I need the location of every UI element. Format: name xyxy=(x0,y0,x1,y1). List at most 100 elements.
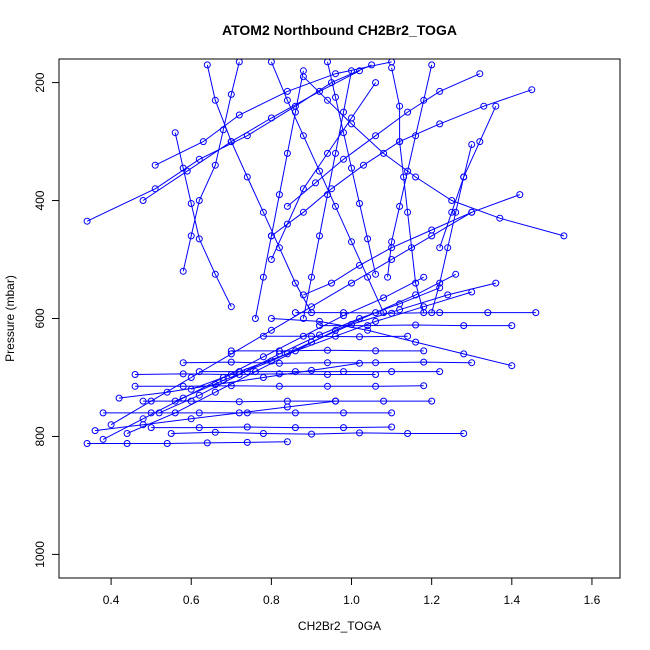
data-point xyxy=(291,108,299,116)
data-point xyxy=(308,332,315,340)
x-tick-label: 1.0 xyxy=(343,593,360,607)
data-point xyxy=(412,338,420,346)
data-point xyxy=(275,370,283,378)
data-point xyxy=(356,67,363,75)
series-line xyxy=(182,61,240,272)
data-point xyxy=(380,397,388,405)
data-point xyxy=(283,149,291,157)
series-39 xyxy=(115,359,363,402)
data-point xyxy=(107,421,115,429)
data-point xyxy=(372,359,380,367)
data-point xyxy=(195,409,203,417)
data-point xyxy=(291,279,299,287)
data-point xyxy=(332,70,339,78)
data-point xyxy=(388,368,396,376)
series-23 xyxy=(316,321,516,330)
data-point xyxy=(227,303,235,311)
data-point xyxy=(436,244,444,252)
data-point xyxy=(267,315,275,322)
data-point xyxy=(275,382,283,390)
data-point xyxy=(235,59,243,66)
series-6 xyxy=(283,70,484,210)
data-point xyxy=(436,87,444,95)
series-3 xyxy=(299,73,568,240)
data-point xyxy=(324,59,331,66)
data-point xyxy=(340,155,347,163)
data-point xyxy=(468,141,476,148)
data-point xyxy=(372,317,380,325)
data-point xyxy=(243,409,251,417)
data-point xyxy=(227,90,235,98)
series-line xyxy=(263,335,408,338)
series-27 xyxy=(324,59,380,278)
data-point xyxy=(324,96,331,104)
series-13 xyxy=(167,428,468,438)
data-point xyxy=(412,132,420,140)
data-point xyxy=(372,382,380,390)
data-point xyxy=(444,244,452,252)
data-point xyxy=(227,138,235,146)
data-point xyxy=(219,126,227,134)
series-35 xyxy=(299,67,355,322)
data-point xyxy=(412,279,420,287)
data-point xyxy=(528,86,536,94)
data-point xyxy=(283,438,291,446)
data-point xyxy=(291,368,299,376)
data-point xyxy=(291,309,299,317)
data-point xyxy=(316,87,323,95)
series-line xyxy=(254,70,304,319)
series-line xyxy=(231,349,424,352)
data-point xyxy=(324,191,331,199)
data-point xyxy=(275,347,283,355)
data-point xyxy=(348,164,355,172)
series-line xyxy=(183,361,472,364)
data-point xyxy=(404,430,412,437)
data-point xyxy=(348,114,355,122)
data-point xyxy=(187,397,195,405)
data-point xyxy=(452,270,460,278)
series-line xyxy=(87,441,288,444)
data-point xyxy=(396,138,404,146)
data-point xyxy=(420,273,428,281)
data-point xyxy=(179,267,187,275)
series-36 xyxy=(267,79,380,263)
data-point xyxy=(516,191,524,199)
data-point xyxy=(316,232,323,240)
series-line xyxy=(119,362,360,399)
data-point xyxy=(151,185,159,193)
series-line xyxy=(287,73,481,207)
data-point xyxy=(460,173,468,181)
series-line xyxy=(327,61,377,275)
data-point xyxy=(324,346,331,354)
y-tick-label: 200 xyxy=(33,72,47,92)
y-tick-label: 600 xyxy=(33,308,47,328)
series-line xyxy=(135,373,376,376)
y-axis: 200 400 600 800 1000 xyxy=(33,72,59,568)
data-point xyxy=(496,214,504,222)
data-point xyxy=(243,438,251,446)
series-2 xyxy=(151,59,396,169)
data-point xyxy=(468,288,476,296)
data-point xyxy=(259,273,267,281)
data-point xyxy=(187,200,195,207)
data-point xyxy=(368,61,376,69)
data-point xyxy=(388,423,396,431)
series-22 xyxy=(291,309,540,317)
data-point xyxy=(420,358,428,366)
x-tick-label: 1.2 xyxy=(423,593,440,607)
series-28 xyxy=(388,64,428,317)
y-tick-label: 800 xyxy=(33,426,47,446)
data-point xyxy=(179,370,187,378)
series-line xyxy=(143,400,432,403)
data-point xyxy=(436,279,444,287)
data-point xyxy=(283,403,291,411)
data-point xyxy=(356,429,363,437)
data-point xyxy=(380,309,388,317)
data-point xyxy=(324,382,331,390)
data-point xyxy=(388,256,396,263)
data-point xyxy=(436,368,444,376)
series-0 xyxy=(83,61,376,225)
data-point xyxy=(448,208,456,216)
series-line xyxy=(174,132,232,307)
